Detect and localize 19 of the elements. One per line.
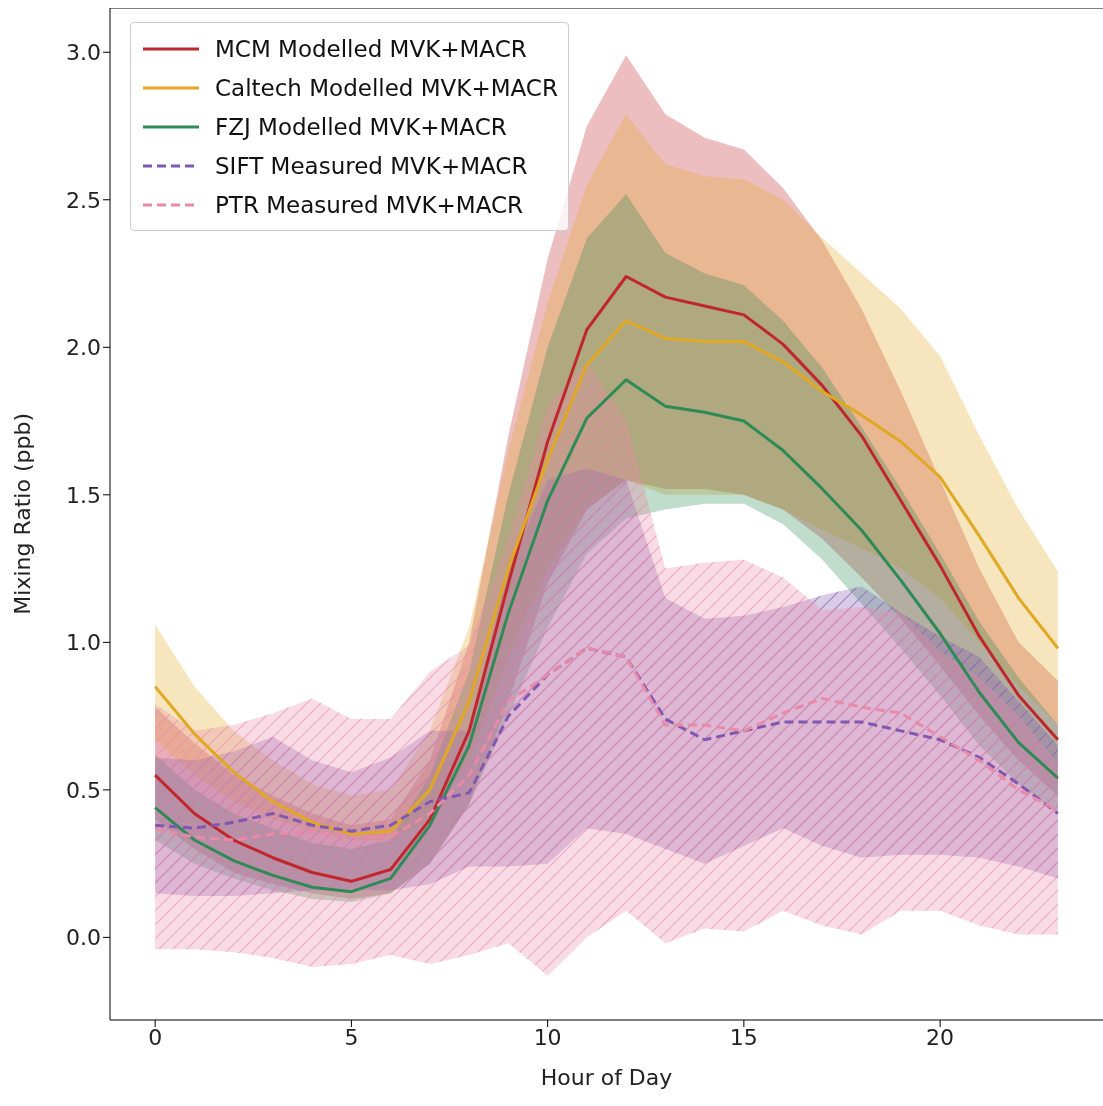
x-tick-label: 15: [729, 1024, 758, 1050]
x-tick-label: 0: [148, 1024, 163, 1050]
legend-label: PTR Measured MVK+MACR: [215, 191, 524, 218]
y-tick-label: 2.0: [66, 335, 101, 361]
legend-label: FZJ Modelled MVK+MACR: [215, 113, 507, 140]
x-tick-label: 10: [533, 1024, 562, 1050]
y-axis-title: Mixing Ratio (ppb): [10, 413, 35, 615]
y-tick-label: 0.5: [66, 777, 101, 803]
y-tick-label: 1.0: [66, 630, 101, 656]
y-tick-label: 3.0: [66, 40, 101, 66]
y-tick-label: 1.5: [66, 482, 101, 508]
legend-label: Caltech Modelled MVK+MACR: [215, 74, 558, 101]
x-tick-label: 5: [344, 1024, 359, 1050]
legend-label: SIFT Measured MVK+MACR: [215, 152, 528, 179]
legend-label: MCM Modelled MVK+MACR: [215, 35, 527, 62]
x-tick-label: 20: [926, 1024, 955, 1050]
y-tick-label: 0.0: [66, 925, 101, 951]
x-axis-title: Hour of Day: [539, 1065, 674, 1090]
y-tick-label: 2.5: [66, 187, 101, 213]
